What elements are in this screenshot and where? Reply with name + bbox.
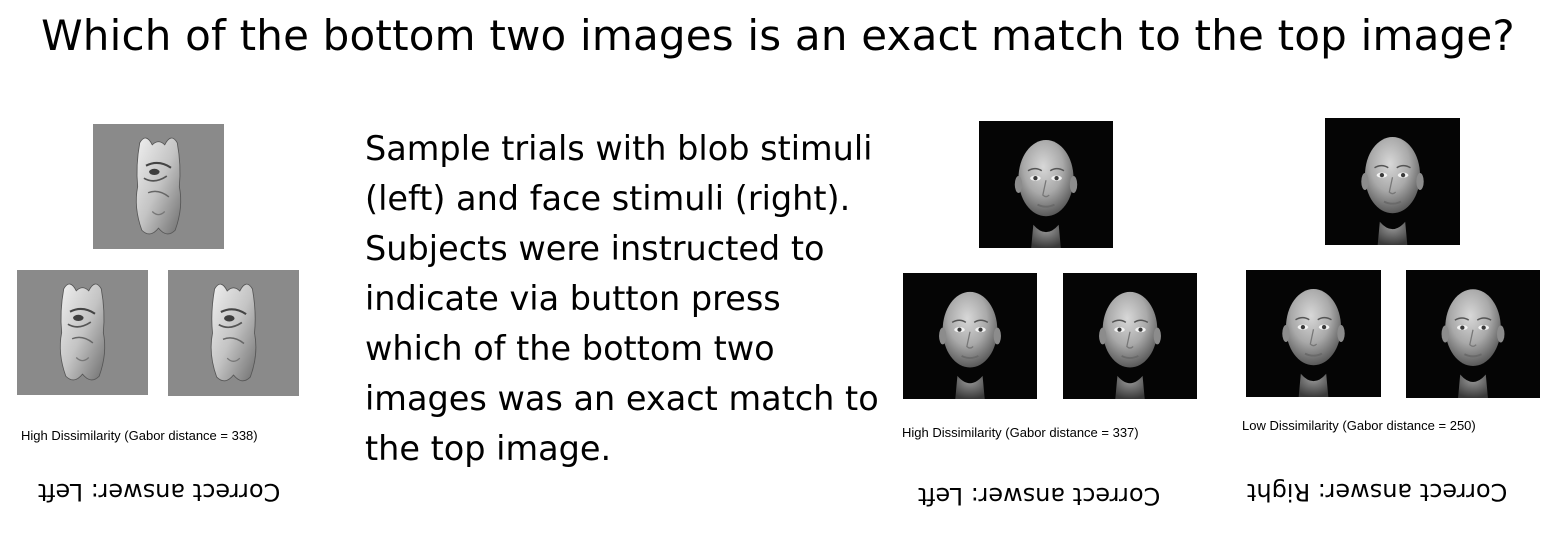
face-low-sample-image xyxy=(1325,118,1460,245)
blob-trial-answer: Correct answer: Left xyxy=(38,478,281,506)
blob-trial-caption: High Dissimilarity (Gabor distance = 338… xyxy=(21,428,258,443)
page-title: Which of the bottom two images is an exa… xyxy=(41,11,1515,60)
face-low-trial-answer: Correct answer: Right xyxy=(1247,478,1508,506)
face-high-sample-image xyxy=(979,121,1113,248)
description-text: Sample trials with blob stimuli (left) a… xyxy=(365,129,879,468)
face-high-choice-right-image xyxy=(1063,273,1197,399)
blob-sample-image xyxy=(93,124,224,249)
face-low-choice-left-image xyxy=(1246,270,1381,397)
face-high-trial-caption: High Dissimilarity (Gabor distance = 337… xyxy=(902,425,1139,440)
blob-choice-left-image xyxy=(17,270,148,395)
face-low-trial-caption: Low Dissimilarity (Gabor distance = 250) xyxy=(1242,418,1476,433)
blob-choice-right-image xyxy=(168,270,299,396)
face-high-trial-answer: Correct answer: Left xyxy=(918,482,1161,510)
face-high-choice-left-image xyxy=(903,273,1037,399)
face-low-choice-right-image xyxy=(1406,270,1540,398)
